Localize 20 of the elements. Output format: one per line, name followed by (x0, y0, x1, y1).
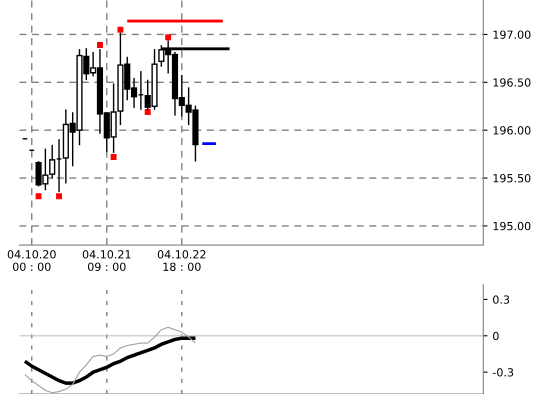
x-tick-label: 04.10.22 18 : 00 (158, 250, 206, 271)
point (117, 26, 124, 33)
y-tick-label: 196.50 (494, 78, 530, 87)
point (97, 42, 103, 48)
line-series (23, 336, 198, 385)
y-tick-label: 196.00 (494, 126, 530, 135)
point (56, 193, 62, 200)
y-tick-label: -0.3 (492, 368, 514, 377)
point (110, 154, 117, 160)
x-tick-label: 04.10.21 09 : 00 (82, 250, 130, 271)
y-tick-label: 195.50 (494, 174, 530, 182)
line-series (24, 326, 196, 394)
y-tick-label: 0 (493, 332, 499, 340)
point (36, 193, 42, 200)
point (165, 34, 172, 40)
y-tick-label: 197.00 (494, 30, 530, 39)
point (144, 109, 151, 115)
y-tick-label: 0.3 (493, 295, 510, 304)
y-tick-label: 195.00 (494, 222, 530, 230)
x-tick-label: 04.10.20 00 : 00 (8, 250, 56, 271)
